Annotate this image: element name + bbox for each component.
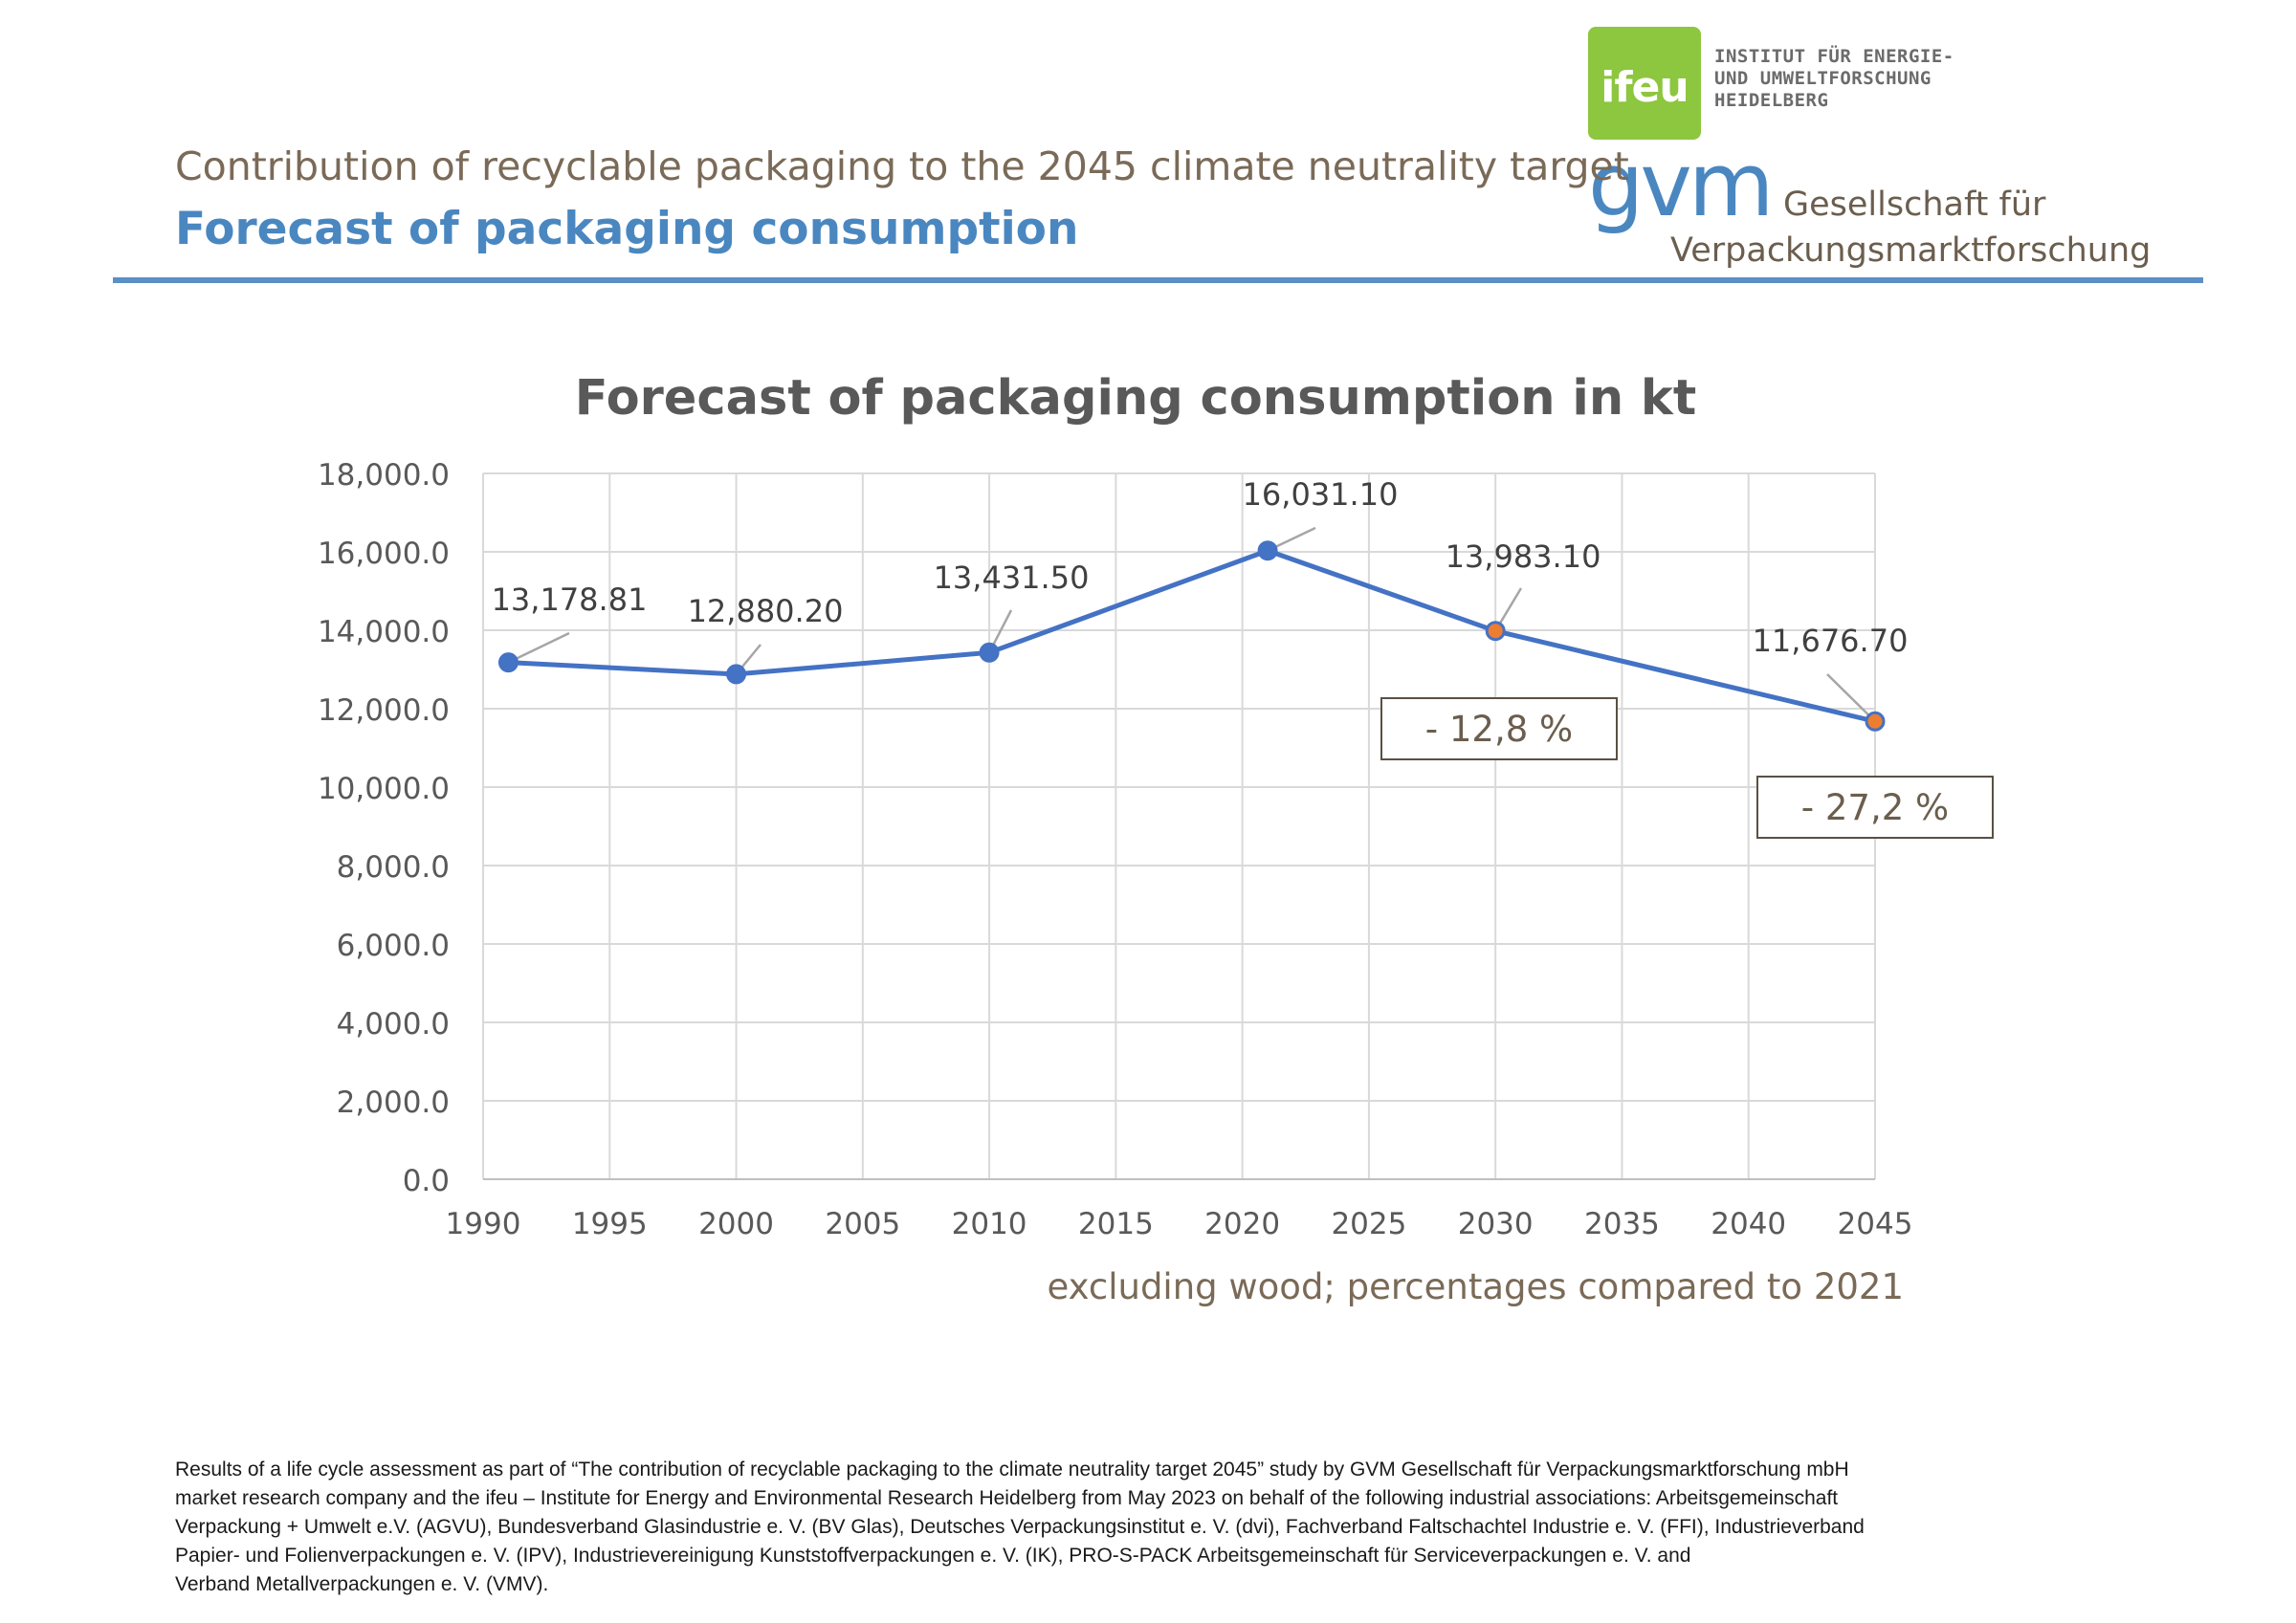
data-label: 11,676.70: [1753, 623, 1909, 659]
ifeu-logo-mark: ifeu: [1601, 63, 1689, 112]
x-tick-label: 1995: [572, 1207, 648, 1241]
header-divider: [113, 277, 2203, 283]
y-tick-label: 6,000.0: [337, 929, 450, 963]
data-points: [497, 540, 1886, 732]
data-point: [1865, 711, 1886, 732]
data-point: [1485, 621, 1506, 642]
x-tick-label: 1990: [446, 1207, 521, 1241]
data-label-leader: [1826, 673, 1876, 723]
data-label: 13,178.81: [492, 581, 648, 618]
ifeu-name-line-3: HEIDELBERG: [1714, 90, 1829, 111]
x-tick-label: 2000: [698, 1207, 774, 1241]
y-tick-label: 16,000.0: [318, 537, 450, 571]
data-labels: 13,178.81 12,880.20 13,431.50 16,031.10 13,9…: [492, 476, 1909, 659]
chart-note: excluding wood; percentages compared to …: [1048, 1266, 1904, 1307]
annotation-text: - 12,8 %: [1425, 709, 1573, 750]
y-tick-label: 12,000.0: [318, 693, 450, 728]
series-line-group: [508, 548, 1876, 724]
page-subtitle: Contribution of recyclable packaging to …: [175, 143, 1629, 189]
x-tick-label: 2040: [1711, 1207, 1786, 1241]
y-tick-label: 14,000.0: [318, 615, 450, 649]
ifeu-logo: [1588, 27, 1701, 140]
x-tick-label: 2020: [1204, 1207, 1280, 1241]
ifeu-name-line-1: INSTITUT FÜR ENERGIE-: [1714, 46, 1954, 67]
gvm-name-line-1: Gesellschaft für: [1783, 186, 2046, 224]
data-label: 16,031.10: [1243, 476, 1399, 513]
series-line: [508, 548, 1876, 724]
x-tick-label: 2030: [1458, 1207, 1534, 1241]
footer-line-3: Verpackung + Umwelt e.V. (AGVU), Bundesv…: [175, 1516, 1865, 1538]
data-point: [497, 652, 519, 673]
footer-line-2: market research company and the ifeu – I…: [175, 1487, 1839, 1509]
annotation-box: [1380, 697, 1618, 760]
page-title: Forecast of packaging consumption: [175, 203, 1079, 255]
gvm-logo: gvm: [1588, 134, 1774, 236]
y-tick-label: 10,000.0: [318, 772, 450, 806]
y-tick-label: 8,000.0: [337, 850, 450, 885]
data-label: 12,880.20: [688, 593, 844, 629]
gvm-name-line-2: Verpackungsmarktforschung: [1670, 231, 2152, 270]
annotation-box: [1756, 776, 1994, 839]
x-tick-label: 2015: [1078, 1207, 1154, 1241]
ifeu-institute-name: INSTITUT FÜR ENERGIE- UND UMWELTFORSCHUNG…: [1714, 46, 1954, 112]
chart-title: Forecast of packaging consumption in kt: [575, 370, 1696, 427]
footer-line-5: Verband Metallverpackungen e. V. (VMV).: [175, 1573, 549, 1595]
x-tick-label: 2010: [952, 1207, 1027, 1241]
chart-grid: [482, 472, 1876, 1180]
footer-source-note: Results of a life cycle assessment as pa…: [175, 1456, 2088, 1599]
y-tick-label: 4,000.0: [337, 1007, 450, 1042]
data-point: [979, 642, 1000, 663]
x-tick-label: 2025: [1331, 1207, 1406, 1241]
footer-line-4: Papier- und Folienverpackungen e. V. (IP…: [175, 1545, 1691, 1567]
y-tick-label: 18,000.0: [318, 458, 450, 493]
y-tick-label: 2,000.0: [337, 1086, 450, 1120]
x-axis-tick-labels: 1990 1995 2000 2005 2010 2015 2020 2025 2030 2035…: [446, 1207, 1913, 1241]
data-label-leader: [507, 631, 570, 664]
x-tick-label: 2045: [1838, 1207, 1913, 1241]
x-tick-label: 2035: [1584, 1207, 1660, 1241]
y-axis-tick-labels: 0.0 2,000.0 4,000.0 6,000.0 8,000.0 10,000.0 1…: [318, 458, 450, 1198]
ifeu-name-line-2: UND UMWELTFORSCHUNG: [1714, 68, 1932, 89]
x-tick-label: 2005: [825, 1207, 900, 1241]
data-label: 13,431.50: [934, 559, 1090, 596]
y-tick-label: 0.0: [403, 1164, 450, 1198]
line-chart: Forecast of packaging consumption in kt …: [318, 370, 1994, 1307]
data-label: 13,983.10: [1446, 538, 1601, 575]
data-point: [1257, 540, 1278, 561]
annotation-text: - 27,2 %: [1801, 787, 1949, 828]
footer-line-1: Results of a life cycle assessment as pa…: [175, 1459, 1849, 1480]
data-point: [726, 664, 747, 685]
change-annotations: - 12,8 % - 27,2 %: [1380, 697, 1994, 839]
